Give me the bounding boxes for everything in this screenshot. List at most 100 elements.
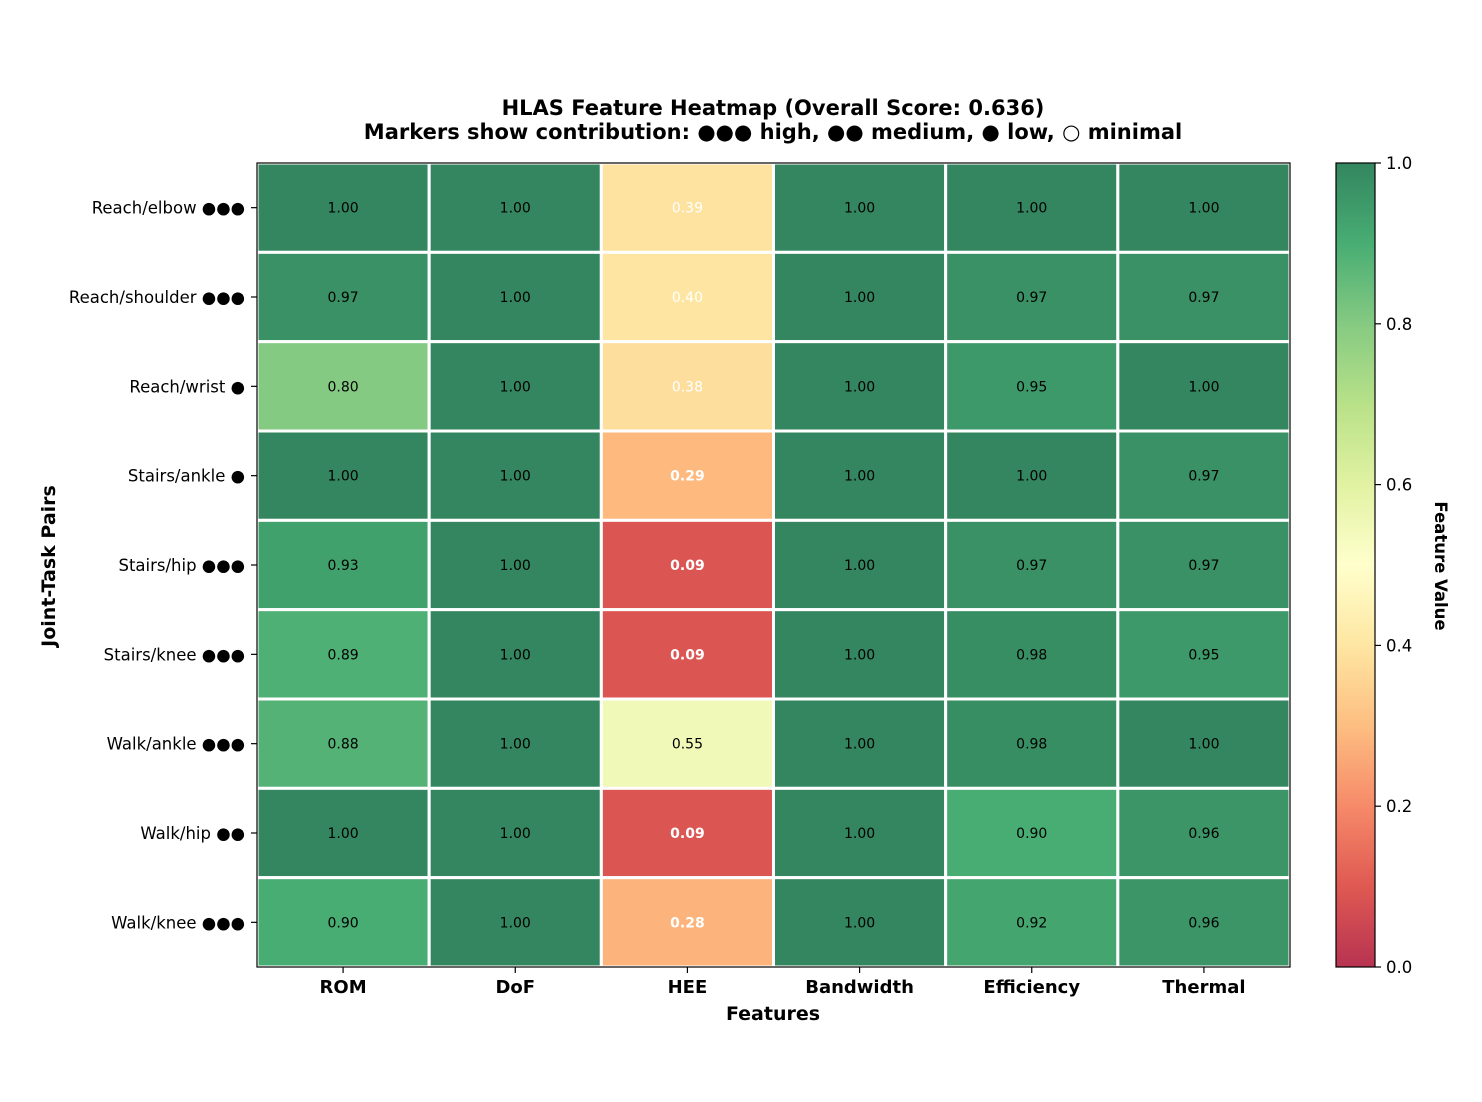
cell-value-label: 1.00 xyxy=(500,558,531,574)
heatmap-cell xyxy=(1116,250,1292,344)
cell-value-label: 0.09 xyxy=(670,647,705,663)
cell-value-label: 1.00 xyxy=(844,469,875,485)
heatmap-cell xyxy=(1116,161,1292,254)
row-label: Stairs/hip ●●● xyxy=(118,556,245,575)
heatmap-cell xyxy=(599,518,775,612)
cell-value-label: 0.98 xyxy=(1016,737,1047,753)
row-label: Walk/hip ●● xyxy=(140,824,245,843)
heatmap-cells xyxy=(255,161,1292,969)
colorbar: 0.0 0.2 0.4 0.6 0.8 1.0 xyxy=(1335,154,1412,977)
heatmap-cell xyxy=(944,876,1120,969)
colorbar-tick-label: 0.0 xyxy=(1386,958,1412,977)
heatmap-cell xyxy=(427,340,603,433)
heatmap-cell xyxy=(772,518,948,612)
heatmap-cell xyxy=(427,250,603,344)
heatmap-cell xyxy=(427,429,603,522)
cell-value-label: 1.00 xyxy=(1188,201,1219,217)
heatmap-cell xyxy=(772,429,948,522)
column-label: HEE xyxy=(668,977,708,998)
cell-value-label: 0.97 xyxy=(1016,290,1047,306)
colorbar-tick-label: 0.2 xyxy=(1386,797,1412,816)
heatmap-cell xyxy=(772,340,948,433)
heatmap-cell xyxy=(944,518,1120,612)
colorbar-tick-label: 0.8 xyxy=(1386,315,1412,334)
cell-value-label: 1.00 xyxy=(500,469,531,485)
cell-value-label: 1.00 xyxy=(1016,469,1047,485)
cell-value-label: 0.09 xyxy=(670,826,705,842)
cell-value-label: 1.00 xyxy=(327,201,358,217)
cell-value-label: 0.39 xyxy=(672,201,703,217)
cell-value-label: 0.93 xyxy=(327,558,358,574)
cell-value-label: 0.80 xyxy=(327,379,358,395)
cell-value-label: 1.00 xyxy=(500,915,531,931)
heatmap-cell xyxy=(772,250,948,344)
x-axis-title: Features xyxy=(726,1003,820,1025)
cell-value-label: 0.38 xyxy=(672,379,703,395)
column-label: DoF xyxy=(495,977,535,998)
cell-value-label: 0.09 xyxy=(670,558,705,574)
heatmap-cell xyxy=(255,608,431,701)
column-label: Bandwidth xyxy=(805,977,914,998)
row-label: Reach/shoulder ●●● xyxy=(69,288,245,307)
column-label: Efficiency xyxy=(983,977,1080,998)
row-labels: Reach/elbow ●●● Reach/shoulder ●●● Reach/w… xyxy=(69,199,257,932)
cell-value-label: 0.96 xyxy=(1188,826,1219,842)
heatmap-cell xyxy=(772,786,948,880)
chart-subtitle: Markers show contribution: ●●● high, ●● … xyxy=(364,120,1182,144)
cell-value-label: 0.88 xyxy=(327,737,358,753)
cell-value-label: 0.97 xyxy=(1188,469,1219,485)
cell-value-label: 1.00 xyxy=(1188,379,1219,395)
heatmap-cell-labels: 1.00 1.00 0.39 1.00 1.00 1.00 0.97 1.00 0.40 1.00… xyxy=(327,201,1219,932)
cell-value-label: 1.00 xyxy=(500,737,531,753)
cell-value-label: 1.00 xyxy=(844,826,875,842)
row-label: Reach/elbow ●●● xyxy=(92,199,245,218)
y-axis-title: Joint-Task Pairs xyxy=(38,485,60,649)
heatmap-cell xyxy=(1116,876,1292,969)
row-label: Walk/knee ●●● xyxy=(111,913,245,932)
colorbar-gradient xyxy=(1335,162,1376,968)
colorbar-tick-label: 1.0 xyxy=(1386,154,1412,173)
column-labels: ROM DoF HEE Bandwidth Efficiency Thermal xyxy=(320,967,1246,998)
row-label: Walk/ankle ●●● xyxy=(107,735,245,754)
cell-value-label: 0.95 xyxy=(1016,379,1047,395)
cell-value-label: 1.00 xyxy=(844,290,875,306)
cell-value-label: 0.92 xyxy=(1016,915,1047,931)
cell-value-label: 0.90 xyxy=(1016,826,1047,842)
cell-value-label: 1.00 xyxy=(500,201,531,217)
cell-value-label: 0.90 xyxy=(327,915,358,931)
chart-title: HLAS Feature Heatmap (Overall Score: 0.6… xyxy=(502,96,1045,120)
cell-value-label: 1.00 xyxy=(844,915,875,931)
cell-value-label: 1.00 xyxy=(844,201,875,217)
heatmap-cell xyxy=(1116,340,1292,433)
heatmap-cell xyxy=(599,876,775,969)
heatmap-cell xyxy=(599,429,775,522)
heatmap-cell xyxy=(944,340,1120,433)
cell-value-label: 1.00 xyxy=(844,379,875,395)
cell-value-label: 1.00 xyxy=(1016,201,1047,217)
cell-value-label: 1.00 xyxy=(1188,737,1219,753)
cell-value-label: 1.00 xyxy=(327,826,358,842)
heatmap-cell xyxy=(1116,786,1292,880)
heatmap-cell xyxy=(255,876,431,969)
cell-value-label: 0.95 xyxy=(1188,647,1219,663)
cell-value-label: 0.96 xyxy=(1188,915,1219,931)
cell-value-label: 0.98 xyxy=(1016,647,1047,663)
cell-value-label: 0.97 xyxy=(1016,558,1047,574)
heatmap-cell xyxy=(1116,608,1292,701)
heatmap-cell xyxy=(599,786,775,880)
cell-value-label: 1.00 xyxy=(500,647,531,663)
heatmap-cell xyxy=(1116,697,1292,790)
cell-value-label: 1.00 xyxy=(500,379,531,395)
heatmap-cell xyxy=(427,161,603,254)
cell-value-label: 0.29 xyxy=(670,469,705,485)
colorbar-label: Feature Value xyxy=(1431,501,1450,630)
heatmap-cell xyxy=(255,429,431,522)
cell-value-label: 1.00 xyxy=(844,737,875,753)
cell-value-label: 0.97 xyxy=(327,290,358,306)
cell-value-label: 1.00 xyxy=(327,469,358,485)
cell-value-label: 0.97 xyxy=(1188,558,1219,574)
colorbar-tick-label: 0.6 xyxy=(1386,476,1412,495)
cell-value-label: 1.00 xyxy=(844,558,875,574)
cell-value-label: 0.40 xyxy=(672,290,703,306)
